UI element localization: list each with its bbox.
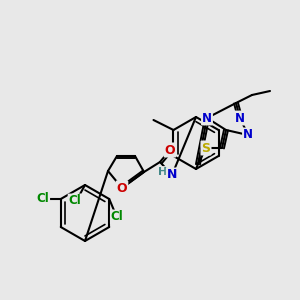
Text: Cl: Cl xyxy=(36,193,49,206)
Text: N: N xyxy=(167,169,177,182)
Text: N: N xyxy=(243,128,253,142)
Text: Cl: Cl xyxy=(69,194,81,208)
Text: N: N xyxy=(202,112,212,124)
Text: O: O xyxy=(117,182,127,194)
Text: H: H xyxy=(158,167,168,177)
Text: Cl: Cl xyxy=(111,211,124,224)
Text: N: N xyxy=(235,112,245,124)
Text: S: S xyxy=(202,142,211,154)
Text: O: O xyxy=(165,143,175,157)
